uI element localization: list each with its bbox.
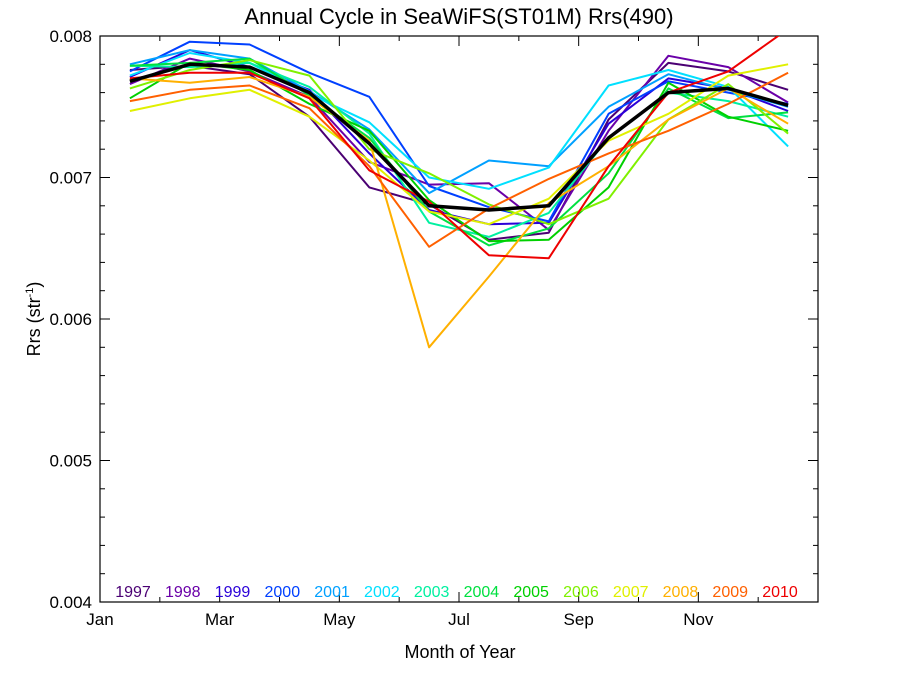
legend-label-2005: 2005 <box>513 584 549 601</box>
x-axis: Jan Mar May Jul Sep Nov <box>86 36 759 629</box>
legend-label-2009: 2009 <box>712 584 748 601</box>
series-line-2003 <box>129 61 789 238</box>
legend-label-2008: 2008 <box>663 584 699 601</box>
legend-label-2004: 2004 <box>464 584 500 601</box>
x-tick-label: Jan <box>86 610 113 629</box>
y-tick-label: 0.004 <box>49 593 92 612</box>
x-axis-title: Month of Year <box>404 642 515 662</box>
x-tick-label: Nov <box>683 610 714 629</box>
legend-label-2002: 2002 <box>364 584 400 601</box>
y-tick-label: 0.006 <box>49 310 92 329</box>
x-tick-label: Mar <box>205 610 235 629</box>
chart-title: Annual Cycle in SeaWiFS(ST01M) Rrs(490) <box>244 4 673 29</box>
series-line-2008 <box>129 76 789 349</box>
y-tick-label: 0.007 <box>49 169 92 188</box>
plot-frame <box>99 35 819 603</box>
legend-label-2007: 2007 <box>613 584 649 601</box>
x-tick-label: Sep <box>564 610 594 629</box>
legend-label-1997: 1997 <box>115 584 151 601</box>
series-line-2000 <box>129 40 789 223</box>
legend: 1997 1998 1999 2000 2001 2002 2003 2004 2005 2006… <box>115 584 798 601</box>
legend-label-2010: 2010 <box>762 584 798 601</box>
series-lines <box>129 36 789 349</box>
series-line-2007 <box>129 63 789 226</box>
legend-label-1998: 1998 <box>165 584 201 601</box>
legend-label-2006: 2006 <box>563 584 599 601</box>
legend-label-2001: 2001 <box>314 584 350 601</box>
legend-label-2000: 2000 <box>265 584 301 601</box>
y-tick-label: 0.005 <box>49 452 92 471</box>
legend-label-2003: 2003 <box>414 584 450 601</box>
x-tick-label: Jul <box>448 610 470 629</box>
y-axis: 0.004 0.005 0.006 0.007 0.008 <box>49 27 818 612</box>
series-line-2010 <box>129 36 780 260</box>
y-axis-title-close: ) <box>24 282 44 288</box>
series-line-2001 <box>129 49 789 195</box>
legend-label-1999: 1999 <box>215 584 251 601</box>
mean-line <box>129 62 789 212</box>
x-tick-label: May <box>323 610 356 629</box>
y-axis-title-sup: -1 <box>24 288 36 298</box>
y-axis-title: Rrs (str-1) <box>24 282 44 357</box>
y-axis-title-main: Rrs (str <box>24 297 44 356</box>
y-tick-label: 0.008 <box>49 27 92 46</box>
